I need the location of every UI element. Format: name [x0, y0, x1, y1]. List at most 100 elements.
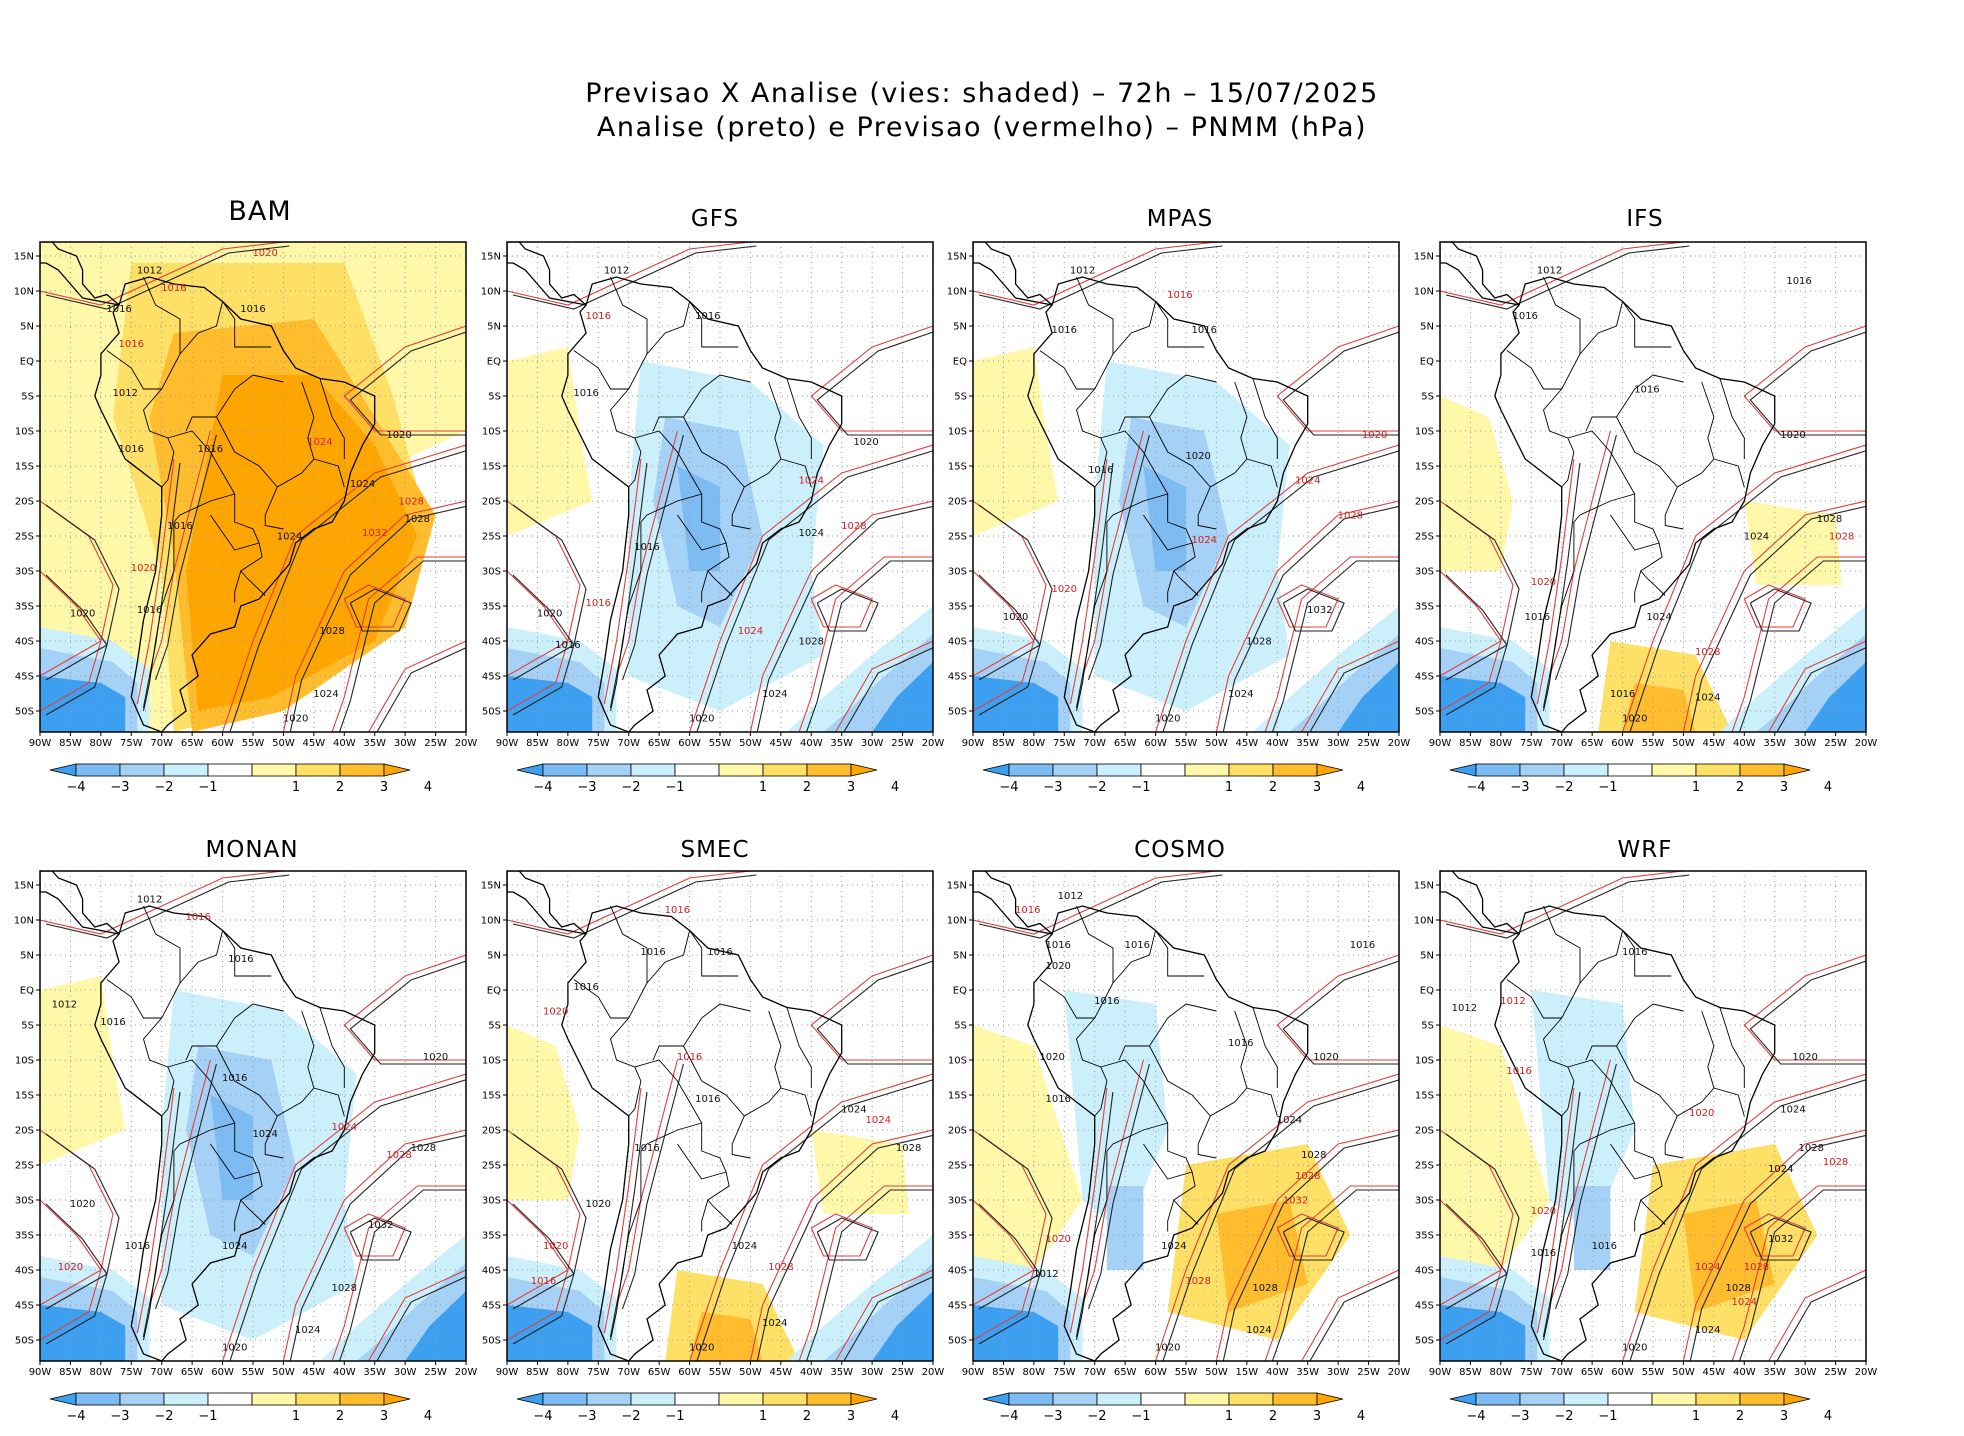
border-6 — [143, 522, 175, 712]
lon-label: 75W — [1520, 738, 1543, 749]
colorbar-segment — [207, 763, 253, 777]
lat-label: EQ — [20, 357, 34, 368]
isobar-label-3: 1012 — [52, 1000, 77, 1011]
border-6 — [143, 1151, 175, 1341]
colorbar-segment — [1475, 1392, 1521, 1406]
colorbar-segment — [1008, 763, 1054, 777]
colorbar-segment — [207, 1392, 253, 1406]
colorbar-label: −2 — [621, 1409, 640, 1424]
isobar-9 — [1542, 462, 1581, 709]
border-2 — [1155, 930, 1205, 977]
panel-title-gfs: GFS — [690, 206, 740, 232]
isobar-10 — [1282, 1217, 1345, 1261]
lat-label: 10N — [1414, 287, 1434, 298]
isobar-label-6: 1028 — [1829, 532, 1854, 543]
isobar-7 — [810, 954, 933, 1061]
lat-label: 40S — [15, 637, 34, 648]
analysis-isobars — [978, 874, 1399, 1361]
isobar-label-1: 1016 — [1786, 276, 1811, 287]
colorbar-label: −4 — [533, 1409, 552, 1424]
colorbar-label: −2 — [621, 780, 640, 795]
lat-label: 15N — [481, 252, 501, 263]
colorbar-label: 4 — [1824, 1409, 1832, 1424]
colorbar-label: −1 — [1131, 780, 1150, 795]
border-8 — [234, 1199, 242, 1232]
isobar-10 — [810, 1213, 873, 1257]
isobar-9 — [136, 1087, 175, 1334]
lon-label: 55W — [709, 1367, 732, 1378]
colorbar-label: −3 — [577, 1409, 596, 1424]
lat-label: 25S — [15, 532, 34, 543]
border-1 — [179, 930, 224, 984]
isobar-label-3: 1016 — [573, 982, 598, 993]
lat-label: 35S — [948, 602, 967, 613]
isobar-label-13: 1028 — [799, 637, 824, 648]
colorbar-segment — [1651, 1392, 1697, 1406]
isobar-3 — [282, 1129, 466, 1361]
colorbar-segment — [1563, 763, 1609, 777]
lat-label: 15S — [15, 1091, 34, 1102]
isobar-label-12: 1024 — [732, 1241, 757, 1252]
colorbar-segment — [1475, 763, 1521, 777]
coastline-central-america — [40, 871, 120, 935]
isobar-6 — [507, 871, 751, 935]
bias-shade-0 — [507, 1025, 580, 1200]
border-8 — [701, 570, 709, 603]
lat-label: 10N — [481, 916, 501, 927]
colorbar-label: 4 — [1357, 1409, 1365, 1424]
lat-label: 45S — [1415, 1301, 1434, 1312]
isobar-label-13: 1028 — [1744, 1262, 1769, 1273]
isobar-label-5: 1016 — [222, 1073, 247, 1084]
lat-label: 10N — [14, 916, 34, 927]
lat-label: EQ — [953, 986, 967, 997]
isobar-label-16: 1028 — [1185, 1276, 1210, 1287]
lon-label: 25W — [424, 738, 447, 749]
border-6 — [610, 522, 642, 712]
lat-label: 50S — [948, 707, 967, 718]
isobar-label-2: 1016 — [1045, 940, 1070, 951]
isobar-6 — [40, 871, 284, 935]
isobar-label-19: 1016 — [1592, 1241, 1617, 1252]
border-5 — [1143, 1123, 1193, 1180]
isobar-label-0: 1012 — [137, 895, 162, 906]
isobar-label-6: 1020 — [423, 1052, 448, 1063]
colorbar-label: −3 — [110, 780, 129, 795]
colorbar-segment — [1096, 763, 1142, 777]
border-0 — [573, 276, 648, 390]
analysis-isobars — [512, 874, 933, 1361]
border-4 — [167, 1059, 236, 1152]
colorbar-label: −4 — [1466, 780, 1485, 795]
isobar-label-16: 1024 — [762, 1318, 787, 1329]
isobar-3 — [749, 1129, 933, 1361]
colorbar-label: 4 — [891, 1409, 899, 1424]
isobar-2 — [1155, 1073, 1399, 1361]
border-11 — [1585, 1045, 1678, 1117]
coastline-central-america — [1440, 871, 1520, 935]
isobar-5 — [835, 1269, 933, 1361]
isobar-9 — [142, 462, 181, 709]
isobar-label-1: 1016 — [186, 912, 211, 923]
map-plot-area: 1012 1016 1016 1016 1020 1020 1024 1028 1024 1016… — [973, 242, 1399, 732]
colorbar-right-arrow — [850, 1392, 878, 1406]
colorbar-segment — [75, 1392, 121, 1406]
lon-label: 50W — [1205, 1367, 1228, 1378]
colorbar-segment — [586, 1392, 632, 1406]
isobar-1 — [512, 574, 575, 716]
isobar-label-4: 1016 — [1350, 940, 1375, 951]
bias-shade-0 — [40, 976, 126, 1165]
colorbar-segment — [1140, 763, 1186, 777]
isobar-3 — [1215, 500, 1399, 732]
isobar-9 — [1069, 1087, 1108, 1334]
border-13 — [216, 374, 284, 418]
lon-label: 25W — [1824, 738, 1847, 749]
isobar-2 — [689, 444, 933, 732]
isobar-label-18: 1020 — [1622, 1343, 1647, 1354]
border-2 — [1622, 301, 1672, 348]
isobar-label-21: 1024 — [313, 689, 338, 700]
isobar-label-20: 1012 — [1033, 1269, 1058, 1280]
colorbar-label: 2 — [1736, 1409, 1744, 1424]
lon-label: 50W — [1205, 738, 1228, 749]
lon-label: 60W — [678, 1367, 701, 1378]
lon-label: 65W — [648, 1367, 671, 1378]
border-4 — [634, 1059, 703, 1152]
